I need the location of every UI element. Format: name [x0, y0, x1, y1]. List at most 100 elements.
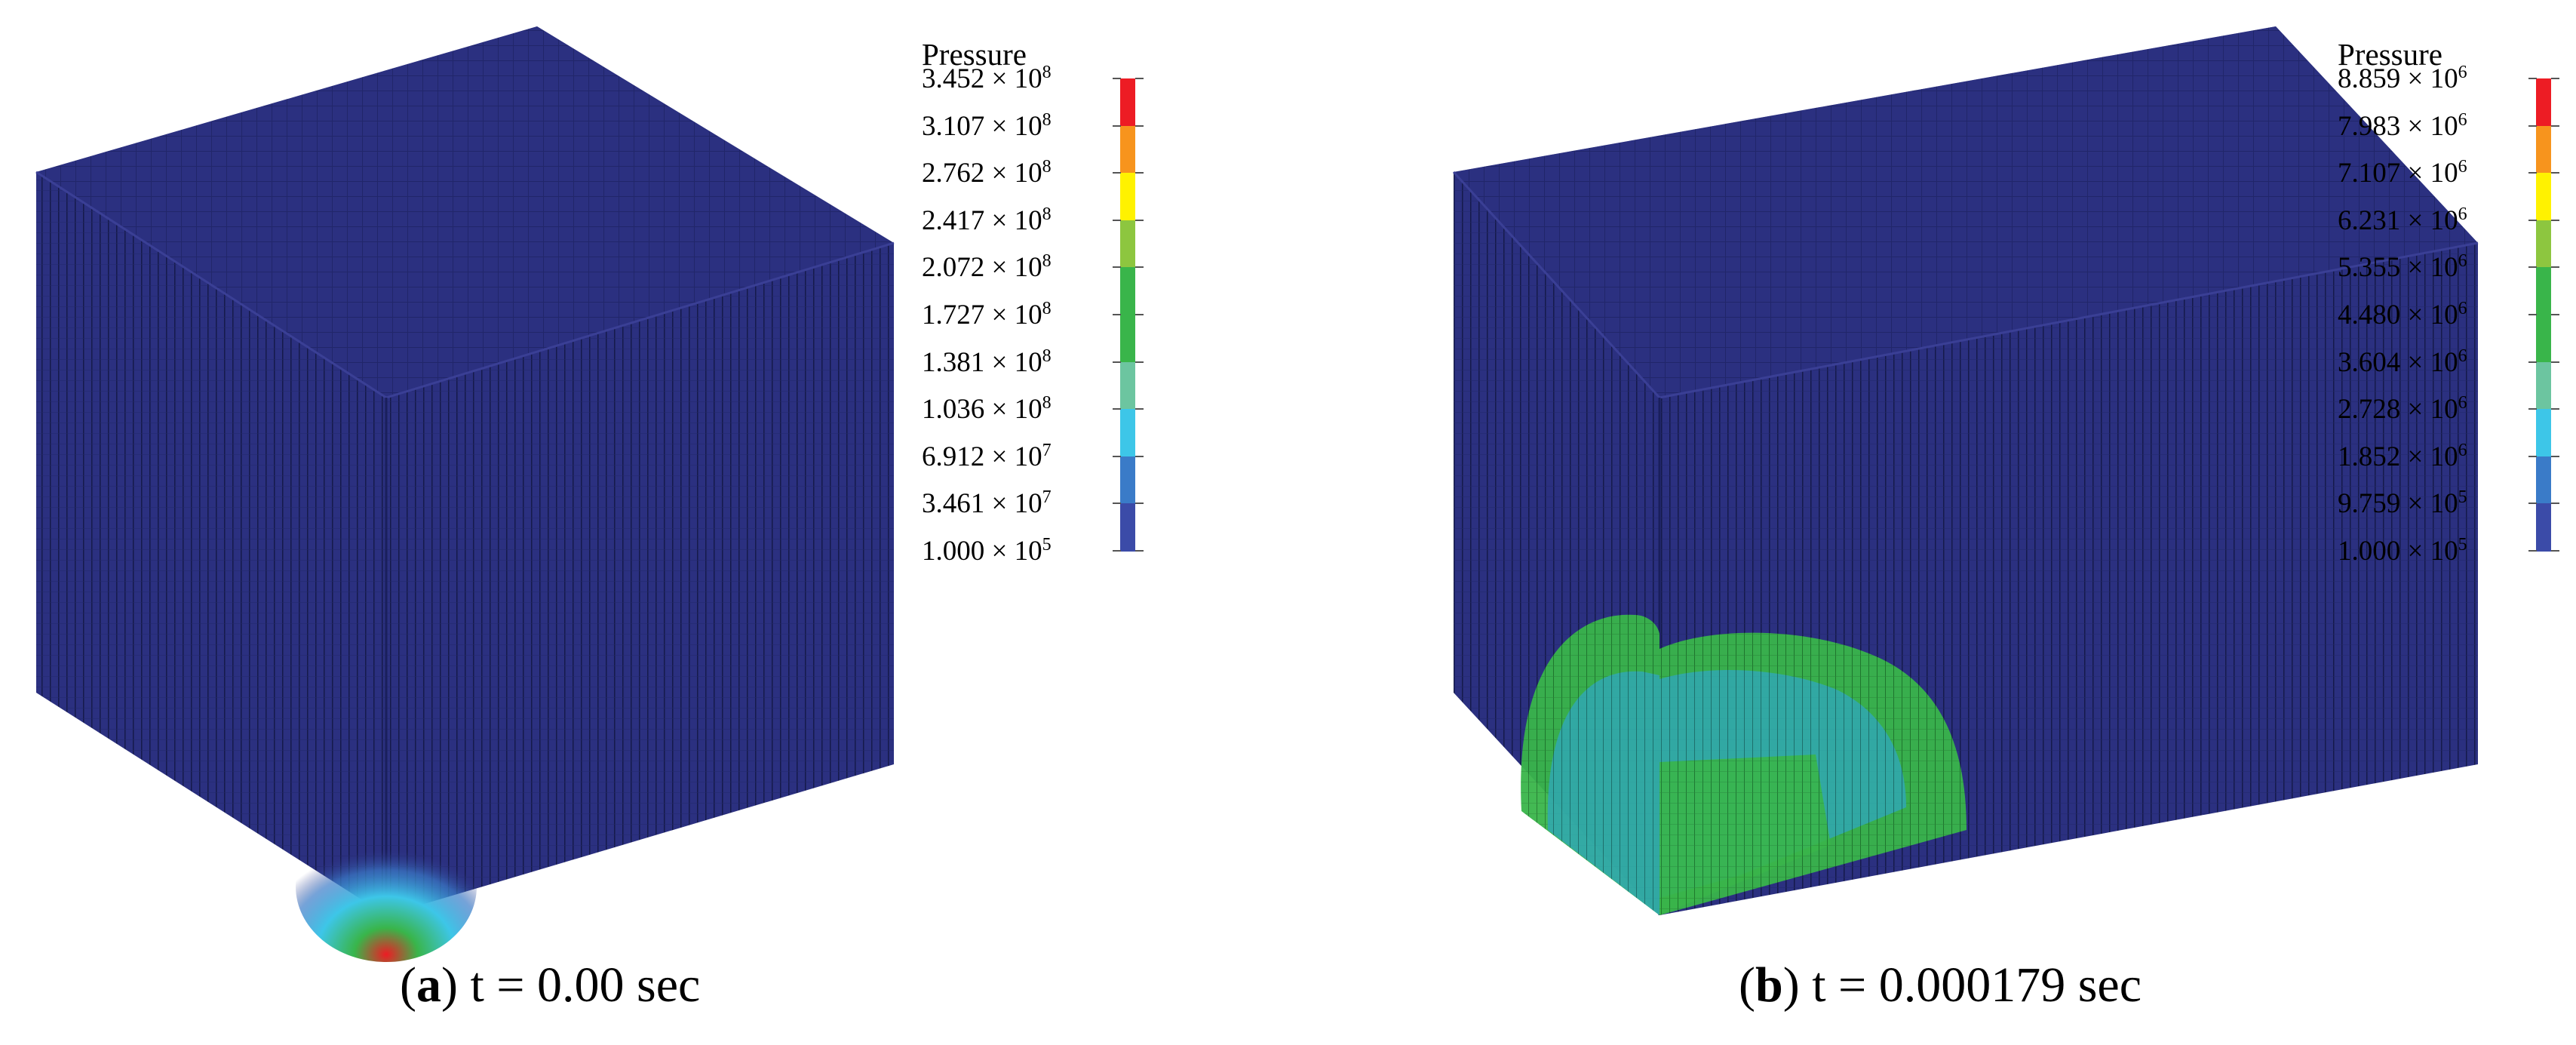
legend-label: 1.727 × 108 [922, 299, 1052, 330]
caption-text: t = 0.00 sec [457, 957, 701, 1013]
legend-tick [2551, 361, 2559, 363]
legend-label: 2.728 × 106 [2338, 393, 2467, 426]
legend-label: 2.417 × 108 [922, 204, 1052, 236]
legend-tick [1113, 78, 1121, 79]
legend-title: Pressure [922, 37, 1027, 72]
legend-tick [2551, 78, 2559, 79]
colorbar-b [2536, 78, 2551, 552]
legend-tick [1113, 314, 1121, 315]
legend-label: 1.000 × 105 [922, 535, 1052, 567]
legend-label: 1.000 × 105 [2338, 535, 2467, 567]
legend-tick [2551, 124, 2559, 127]
colorbar-segment [2536, 220, 2551, 269]
legend-tick [2528, 124, 2537, 127]
colorbar-segment [2536, 267, 2551, 315]
colorbar-segment [2536, 503, 2551, 552]
legend-a: Pressure 3.452 × 108 3.107 × 108 2.762 × 1… [922, 36, 1193, 567]
legend-tick [2528, 314, 2537, 315]
caption-letter: a [416, 957, 441, 1013]
cube-mesh-b [1452, 26, 2479, 915]
caption-a: (a) t = 0.00 sec [400, 957, 701, 1013]
legend-tick [2528, 455, 2537, 457]
legend-label: 7.107 × 106 [2338, 157, 2467, 189]
legend-tick [2528, 408, 2537, 410]
legend-tick [1135, 219, 1144, 221]
legend-tick [1113, 172, 1121, 174]
legend-tick [1113, 408, 1121, 410]
colorbar-segment [1120, 315, 1135, 363]
legend-tick [1135, 124, 1144, 127]
legend-tick [2528, 172, 2537, 174]
colorbar-segment [1120, 173, 1135, 221]
legend-tick [1135, 314, 1144, 315]
legend-label: 1.852 × 106 [2338, 440, 2467, 472]
cube-mesh-a [35, 26, 895, 962]
legend-tick [1113, 124, 1121, 127]
caption-text: t = 0.000179 sec [1799, 957, 2142, 1013]
legend-tick [2551, 550, 2559, 552]
legend-label: 6.231 × 106 [2338, 204, 2467, 236]
legend-label: 2.072 × 108 [922, 251, 1052, 284]
colorbar-segment [1120, 456, 1135, 505]
colorbar-segment [1120, 503, 1135, 552]
colorbar-segment [2536, 125, 2551, 174]
legend-tick [1135, 361, 1144, 363]
pressure-hotspot-a [296, 811, 477, 962]
colorbar-segment [2536, 361, 2551, 410]
legend-tick [1135, 503, 1144, 505]
legend-tick [1113, 503, 1121, 505]
colorbar-segment [1120, 78, 1135, 127]
legend-label: 1.036 × 108 [922, 393, 1052, 426]
legend-title: Pressure [2338, 37, 2442, 72]
caption-b: (b) t = 0.000179 sec [1739, 957, 2142, 1013]
legend-label: 3.107 × 108 [922, 109, 1052, 142]
panel-a: Pressure 3.452 × 108 3.107 × 108 2.762 × 1… [35, 26, 1193, 1013]
colorbar-segment [2536, 78, 2551, 127]
caption-letter: b [1755, 957, 1783, 1013]
legend-label: 3.604 × 106 [2338, 346, 2467, 378]
colorbar-segment [1120, 409, 1135, 457]
colorbar-segment [2536, 315, 2551, 363]
legend-b: Pressure 8.859 × 106 7.983 × 106 7.107 × 1… [2338, 36, 2576, 567]
legend-label: 2.762 × 108 [922, 157, 1052, 189]
legend-tick [2551, 219, 2559, 221]
colorbar-segment [2536, 456, 2551, 505]
legend-tick [2551, 314, 2559, 315]
legend-tick [1113, 455, 1121, 457]
legend-tick [1113, 266, 1121, 269]
legend-label: 5.355 × 106 [2338, 251, 2467, 284]
cube-right-face [386, 243, 894, 915]
legend-tick [2551, 172, 2559, 174]
legend-tick [2551, 503, 2559, 505]
legend-tick [2528, 78, 2537, 79]
legend-label: 6.912 × 107 [922, 440, 1052, 472]
panel-b: Pressure 8.859 × 106 7.983 × 106 7.107 × 1… [1288, 0, 2575, 1045]
legend-tick [1113, 550, 1121, 552]
legend-tick [1135, 172, 1144, 174]
legend-label: 4.480 × 106 [2338, 299, 2467, 330]
colorbar-segment [1120, 267, 1135, 315]
legend-label: 8.859 × 106 [2338, 63, 2467, 94]
legend-label: 1.381 × 108 [922, 346, 1052, 378]
colorbar-a [1120, 78, 1135, 552]
legend-tick [2551, 455, 2559, 457]
legend-tick [2528, 361, 2537, 363]
legend-tick [2551, 408, 2559, 410]
legend-tick [2551, 266, 2559, 269]
colorbar-segment [2536, 409, 2551, 457]
legend-label: 9.759 × 105 [2338, 487, 2467, 520]
legend-tick [2528, 503, 2537, 505]
colorbar-segment [1120, 220, 1135, 269]
cube-left-face [36, 172, 386, 915]
legend-tick [1135, 550, 1144, 552]
legend-tick [2528, 219, 2537, 221]
legend-tick [1113, 361, 1121, 363]
legend-tick [1135, 455, 1144, 457]
legend-tick [1113, 219, 1121, 221]
legend-label: 3.461 × 107 [922, 487, 1052, 520]
legend-tick [1135, 408, 1144, 410]
colorbar-segment [2536, 173, 2551, 221]
colorbar-segment [1120, 361, 1135, 410]
legend-label: 3.452 × 108 [922, 63, 1052, 94]
legend-tick [1135, 78, 1144, 79]
